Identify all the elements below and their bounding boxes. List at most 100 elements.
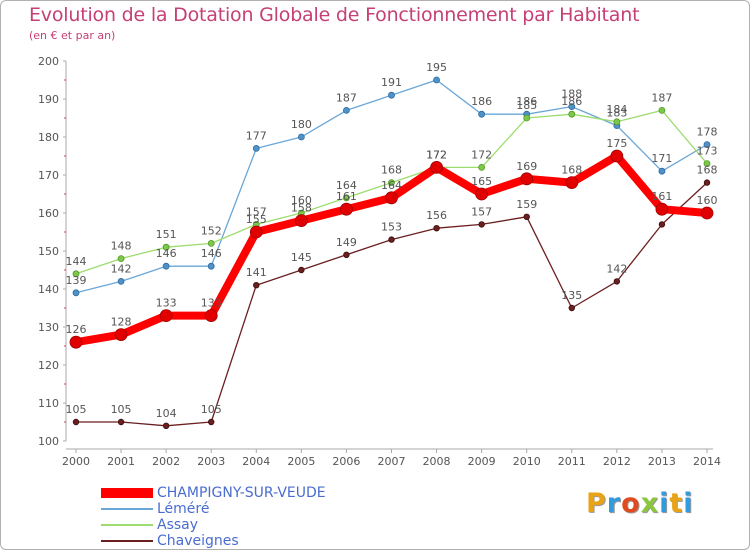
data-label: 141 <box>246 266 267 279</box>
x-tick-label: 2008 <box>423 455 451 468</box>
data-label: 161 <box>651 190 672 203</box>
y-tick-label: 120 <box>38 359 59 372</box>
data-point-chaveignes <box>298 266 305 274</box>
data-point-champigny-sur-veude <box>655 202 669 216</box>
x-tick-label: 2005 <box>287 455 315 468</box>
data-label: 105 <box>66 403 87 416</box>
data-label: 180 <box>291 118 312 131</box>
data-point-assay <box>523 114 531 122</box>
data-point-chaveignes <box>568 304 575 312</box>
data-point-assay <box>388 179 395 187</box>
x-tick-label: 2006 <box>332 455 360 468</box>
data-label: 184 <box>606 103 627 116</box>
y-tick-label: 100 <box>38 435 59 448</box>
data-label: 169 <box>516 160 537 173</box>
y-tick-label: 140 <box>38 283 59 296</box>
data-label: 145 <box>291 251 312 264</box>
data-point-chaveignes <box>658 221 666 228</box>
legend-swatch <box>101 508 153 510</box>
data-label: 171 <box>651 152 672 165</box>
data-point-assay <box>568 110 576 118</box>
data-label: 160 <box>697 194 718 207</box>
data-point-assay <box>72 270 80 278</box>
legend-item: Assay <box>101 517 401 533</box>
data-label: 153 <box>381 221 402 234</box>
data-label: 161 <box>336 190 357 203</box>
data-label: 148 <box>111 240 132 253</box>
logo-letter: i <box>683 488 694 519</box>
legend-swatch <box>101 540 153 542</box>
data-point-l-m-r- <box>297 133 305 141</box>
data-label: 142 <box>606 262 627 275</box>
legend-label: Assay <box>157 517 199 533</box>
data-label: 188 <box>561 88 582 101</box>
data-point-l-m-r- <box>72 289 80 297</box>
data-label: 159 <box>516 198 537 211</box>
y-tick-label: 130 <box>38 321 59 334</box>
data-point-l-m-r- <box>478 110 486 118</box>
data-point-l-m-r- <box>433 76 440 84</box>
data-point-chaveignes <box>703 179 711 186</box>
data-label: 157 <box>471 205 492 218</box>
data-point-chaveignes <box>253 282 260 289</box>
legend-swatch <box>101 488 153 498</box>
data-label: 172 <box>426 148 447 161</box>
data-label: 128 <box>111 316 132 329</box>
x-tick-label: 2001 <box>107 455 135 468</box>
data-label: 186 <box>471 95 492 108</box>
data-point-l-m-r- <box>207 262 215 270</box>
legend-item: Chaveignes <box>101 533 401 549</box>
data-label: 195 <box>426 61 447 74</box>
chart-subtitle: (en € et par an) <box>29 29 116 42</box>
data-point-champigny-sur-veude <box>204 309 218 323</box>
data-point-l-m-r- <box>658 167 666 175</box>
data-label: 142 <box>111 262 132 275</box>
data-label: 172 <box>426 148 447 161</box>
data-label: 183 <box>606 107 627 120</box>
data-point-champigny-sur-veude <box>700 206 714 220</box>
x-tick-label: 2013 <box>648 455 676 468</box>
data-point-champigny-sur-veude <box>430 160 443 174</box>
proxiti-logo: Proxiti <box>586 488 694 519</box>
x-tick-label: 2010 <box>513 455 541 468</box>
data-label: 135 <box>561 289 582 302</box>
y-tick-label: 110 <box>38 397 59 410</box>
data-point-l-m-r- <box>568 103 576 110</box>
data-label: 149 <box>336 236 357 249</box>
chart-title: Evolution de la Dotation Globale de Fonc… <box>29 4 640 26</box>
data-label: 155 <box>246 213 267 226</box>
data-point-chaveignes <box>523 213 530 220</box>
y-tick-label: 170 <box>38 169 59 182</box>
legend-item: Léméré <box>101 501 401 517</box>
logo-letter: i <box>659 488 670 519</box>
data-point-chaveignes <box>388 236 395 243</box>
x-tick-label: 2007 <box>378 455 406 468</box>
data-label: 187 <box>651 91 672 104</box>
data-point-chaveignes <box>433 224 440 232</box>
data-point-assay <box>613 118 621 126</box>
data-label: 164 <box>381 179 402 192</box>
data-label: 186 <box>516 95 537 108</box>
data-label: 157 <box>246 205 267 218</box>
legend-label: CHAMPIGNY-SUR-VEUDE <box>157 485 326 501</box>
data-label: 168 <box>381 164 402 177</box>
data-point-l-m-r- <box>252 144 260 152</box>
x-tick-label: 2014 <box>693 455 721 468</box>
logo-letter: P <box>586 488 607 519</box>
data-point-chaveignes <box>343 251 350 258</box>
legend-label: Léméré <box>157 501 210 517</box>
data-label: 160 <box>291 194 312 207</box>
data-point-chaveignes <box>478 221 485 228</box>
x-tick-label: 2012 <box>603 455 631 468</box>
data-label: 172 <box>471 148 492 161</box>
data-label: 144 <box>66 255 87 268</box>
y-tick-label: 150 <box>38 245 59 258</box>
data-label: 133 <box>156 297 177 310</box>
data-point-chaveignes <box>208 418 215 426</box>
data-label: 133 <box>201 297 222 310</box>
x-tick-label: 2011 <box>558 455 586 468</box>
data-point-chaveignes <box>72 418 80 426</box>
data-label: 178 <box>697 126 718 139</box>
